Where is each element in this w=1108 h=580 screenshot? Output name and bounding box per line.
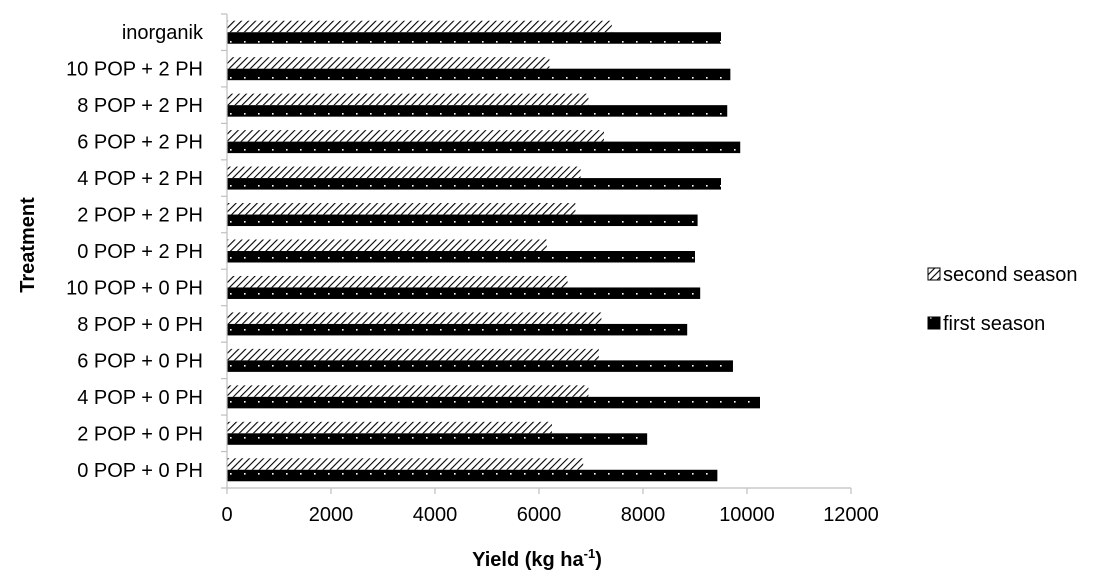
legend-swatch-second-season [927,267,941,281]
bar-first-season [227,105,728,117]
x-tick-label: 10000 [719,504,775,526]
bar-second-season [227,385,589,397]
plot-area: 0 POP + 0 PH 2 POP + 0 PH 4 POP + 0 PH 6 PO… [66,13,879,526]
legend-label: second season [943,264,1078,286]
category-label: 2 POP + 0 PH [77,423,203,445]
x-tick-label: 12000 [823,504,879,526]
x-axis-title: Yield (kg ha-1) [472,546,602,571]
y-axis-title: Treatment [17,197,39,293]
bar-second-season [227,348,599,361]
category-label: 6 POP + 0 PH [77,350,203,372]
bar-second-season [227,421,552,434]
category-label: 2 POP + 2 PH [77,205,203,227]
category-label: 8 POP + 0 PH [77,314,203,336]
bar-first-season [227,32,721,44]
bar-first-season [227,287,701,299]
bar-first-season [227,396,760,409]
x-tick-label: 6000 [517,504,562,526]
category-label: inorganik [122,22,204,44]
bar-second-season [227,275,568,288]
bar-second-season [227,130,604,142]
category-label: 4 POP + 2 PH [77,168,203,190]
category-label: 10 POP + 2 PH [66,59,203,81]
legend: second season first season [927,264,1078,335]
legend-label: first season [943,313,1045,335]
x-tick-label: 8000 [621,504,666,526]
category-label: 10 POP + 0 PH [66,277,203,299]
x-axis-title-main: Yield (kg ha [472,549,584,571]
x-tick-label: 0 [221,504,232,526]
x-axis-title-superscript: -1 [584,546,596,561]
x-tick-label: 2000 [309,504,354,526]
x-axis-title-suffix: ) [595,549,602,571]
legend-swatch-first-season [927,316,941,330]
category-label: 6 POP + 2 PH [77,132,203,154]
bar-first-season [227,433,648,445]
x-tick-label: 4000 [413,504,458,526]
category-label: 4 POP + 0 PH [77,387,203,409]
bar-second-season [227,93,589,106]
bar-second-season [227,20,612,33]
bar-first-season [227,214,698,227]
bar-first-season [227,68,731,81]
bar-second-season [227,166,581,179]
bar-first-season [227,360,733,372]
bar-first-season [227,141,741,154]
bar-second-season [227,312,602,324]
category-label: 0 POP + 0 PH [77,460,203,482]
bar-second-season [227,203,576,215]
category-label: 0 POP + 2 PH [77,241,203,263]
category-label: 8 POP + 2 PH [77,95,203,117]
bar-second-season [227,57,550,69]
bar-second-season [227,458,584,470]
bar-first-season [227,251,695,263]
bar-first-season [227,323,688,336]
bar-second-season [227,239,547,251]
bar-first-season [227,178,721,190]
bar-first-season [227,469,718,482]
